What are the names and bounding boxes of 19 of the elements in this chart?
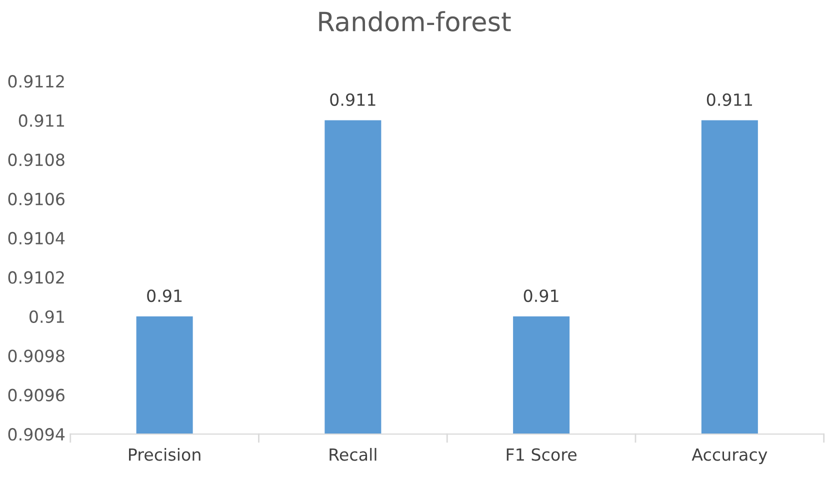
y-tick-label: 0.9094 (8, 428, 65, 441)
y-tick-label: 0.9096 (8, 388, 64, 402)
y-tick-label: 0.9106 (8, 192, 64, 206)
y-tick-label: 0.9104 (8, 232, 65, 245)
data-label: 0.911 (330, 93, 376, 106)
y-tick-label: 0.9108 (8, 153, 64, 166)
x-tick-label: F1 Score (506, 448, 576, 461)
data-label: 0.911 (706, 93, 752, 106)
data-label: 0.91 (147, 289, 182, 302)
data-label: 0.91 (524, 289, 558, 302)
y-tick-label: 0.91 (30, 310, 64, 323)
y-tick-label: 0.9102 (8, 271, 64, 284)
chart-title: Random-forest (319, 11, 511, 32)
y-tick-label: 0.9112 (8, 75, 64, 88)
y-tick-label: 0.9098 (8, 350, 64, 362)
y-tick-label: 0.911 (18, 114, 64, 127)
x-tick-label: Recall (330, 448, 376, 461)
x-tick-label: Accuracy (692, 448, 768, 464)
x-tick-label: Precision (129, 448, 200, 461)
